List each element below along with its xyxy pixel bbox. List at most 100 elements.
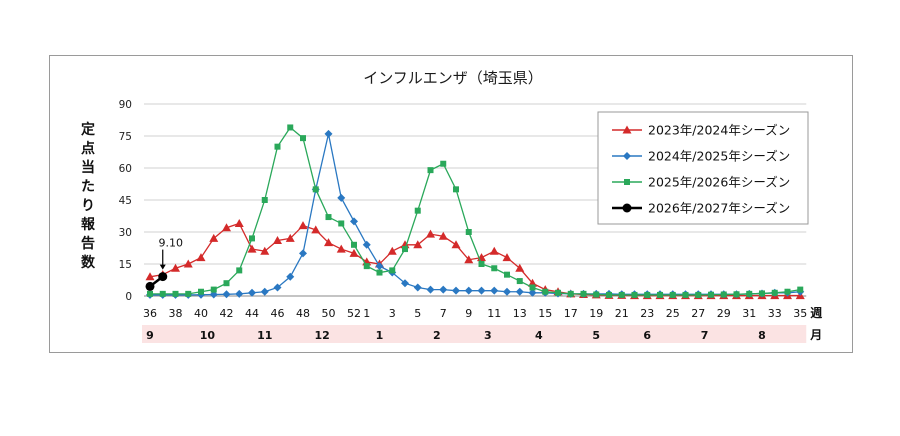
data-point [529,284,536,291]
legend-label: 2023年/2024年シーズン [648,123,790,138]
data-point [401,279,409,288]
data-point [618,291,625,298]
x-tick-label: 33 [768,307,782,320]
data-point [733,291,740,298]
annotation-label: 9.10 [159,237,184,250]
data-point [516,278,523,285]
data-point [337,193,346,202]
y-axis-label-char: 数 [81,254,96,271]
data-point [248,288,256,297]
data-point [438,231,448,240]
data-point [746,290,753,297]
data-point [708,291,714,298]
data-point [260,287,269,296]
data-point [336,244,346,253]
x-tick-label: 19 [589,307,603,320]
month-label: 10 [200,329,216,342]
data-point [759,290,765,297]
data-point [413,240,423,249]
data-point [542,288,549,295]
data-point [363,263,370,270]
x-tick-label: 25 [666,307,680,320]
data-point [631,291,638,298]
data-point [198,288,204,295]
data-point [159,290,166,297]
month-band [142,325,807,343]
chart-frame: インフルエンザ（埼玉県） 定点当たり報告数 0 15 30 45 60 75 90 36 38… [49,55,853,353]
data-point [389,267,396,274]
data-point [402,246,408,253]
month-labels: 9 10 11 12 1 2 3 4 5 6 7 8 [146,329,766,342]
month-unit-label: 月 [809,328,822,342]
data-point [236,267,243,274]
data-point [185,290,192,297]
month-label: 3 [484,329,492,342]
data-point [644,291,651,298]
data-point [464,286,473,295]
x-tick-label: 7 [440,307,447,320]
data-point [606,291,612,298]
data-point [453,186,459,193]
x-tick-label: 11 [487,307,501,320]
x-tick-label: 38 [169,307,183,320]
data-point [567,290,574,297]
x-tick-label: 46 [271,307,285,320]
data-point [249,235,255,242]
data-point [414,207,421,214]
data-point [720,291,727,298]
data-point [376,269,383,276]
x-tick-label: 36 [143,307,157,320]
data-point [464,255,474,264]
data-point [491,265,498,272]
data-point [209,290,218,299]
data-point [338,220,345,227]
data-point [171,263,180,272]
data-point [247,244,257,253]
x-tick-label: 13 [513,307,527,320]
data-point [234,218,244,227]
legend-item: 2026年/2027年シーズン [612,201,790,216]
data-point [452,286,460,295]
data-point [669,291,676,298]
data-point [362,240,371,249]
legend: 2023年/2024年シーズン 2024年/2025年シーズン 2025年/2026… [597,111,809,225]
x-tick-labels: 36 38 40 42 44 46 48 50 52 1 3 5 7 9 11 13 15 17 19 21 23 25 2… [143,307,807,320]
data-point [210,286,217,293]
y-axis-label-char: た [81,179,95,195]
data-point [771,289,778,296]
data-point [451,240,461,249]
legend-item: 2024年/2025年シーズン [612,149,790,164]
data-point [158,272,168,282]
x-tick-label: 50 [322,307,336,320]
legend-marker [622,125,632,134]
data-point [387,246,397,255]
legend-label: 2025年/2026年シーズン [648,175,790,190]
legend-item: 2023年/2024年シーズン [612,123,790,138]
y-axis-label-char: 定 [81,121,95,138]
data-point [183,259,193,268]
x-tick-label: 35 [793,307,807,320]
legend-label: 2024年/2025年シーズン [648,149,790,164]
x-tick-label: 17 [564,307,578,320]
y-tick-label: 75 [119,131,132,143]
y-axis-label-char: 点 [81,140,95,157]
data-point [504,271,510,278]
data-point [490,286,499,295]
data-point [222,223,231,232]
data-point [784,288,791,295]
month-label: 11 [257,329,272,342]
data-point [477,286,486,295]
data-point [426,285,435,294]
data-point [515,263,525,272]
y-axis-label-char: 当 [81,159,95,176]
x-tick-label: 40 [194,307,208,320]
data-point [261,197,268,203]
month-label: 2 [433,329,441,342]
y-tick-label: 15 [119,259,132,271]
data-point [311,225,321,234]
data-point [209,233,219,242]
x-tick-label: 44 [245,307,259,320]
data-point [580,290,587,297]
data-point [312,186,319,193]
